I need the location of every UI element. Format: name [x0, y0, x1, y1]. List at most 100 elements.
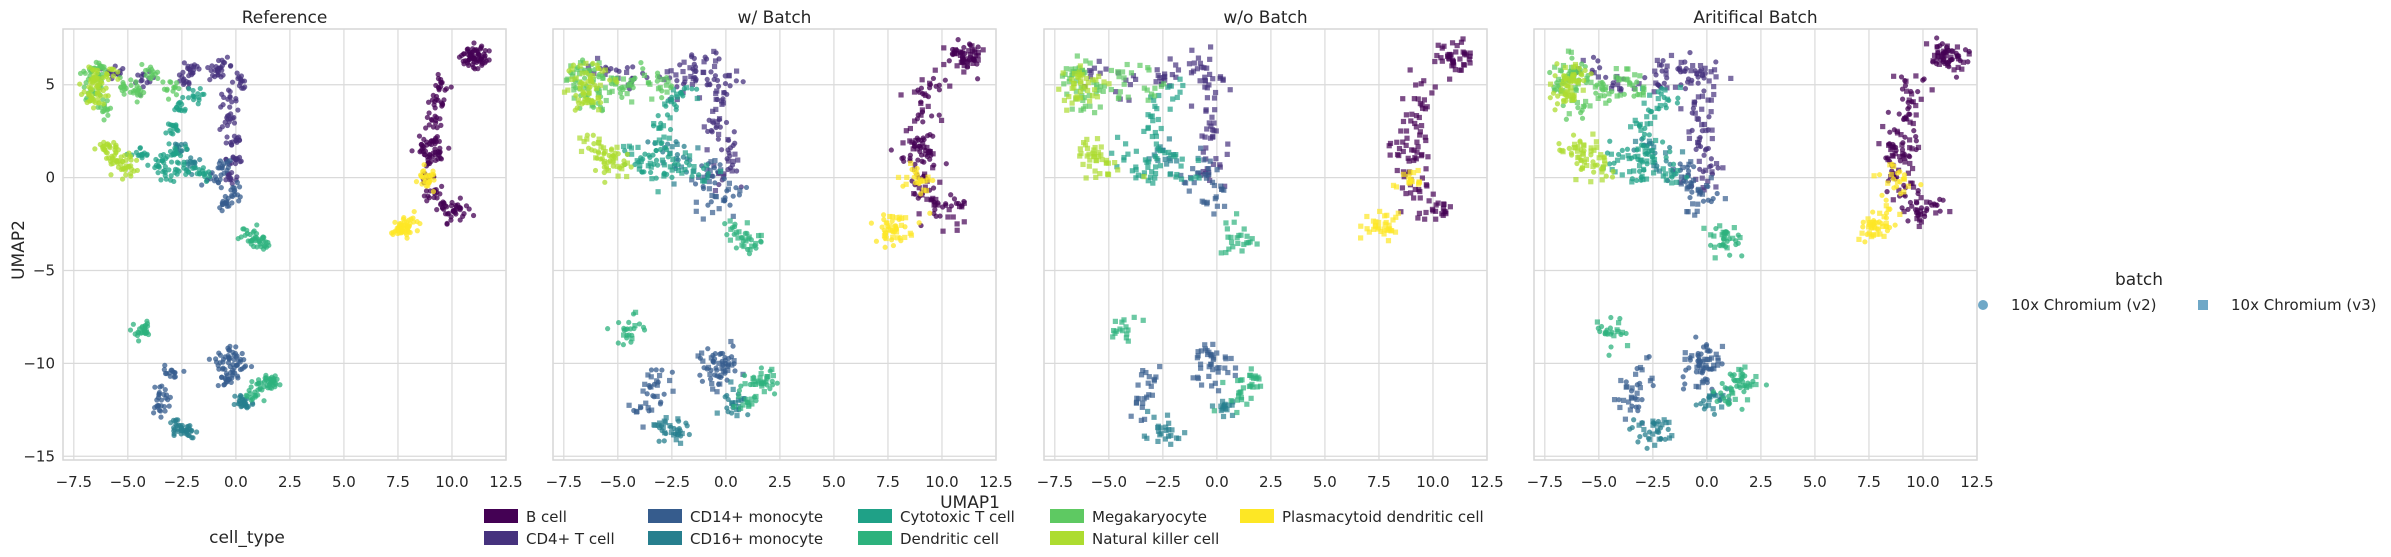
data-point	[681, 143, 687, 149]
data-point	[1651, 89, 1657, 95]
data-point	[1920, 77, 1926, 83]
data-point	[465, 46, 471, 52]
data-point	[1567, 77, 1573, 84]
data-point	[421, 136, 427, 143]
data-point	[1467, 53, 1473, 59]
data-point	[1570, 97, 1576, 103]
data-point	[263, 372, 269, 378]
data-point	[1080, 161, 1086, 168]
data-point	[1209, 403, 1216, 409]
data-point	[1198, 348, 1204, 354]
data-point	[1953, 74, 1960, 80]
data-point	[111, 139, 117, 146]
data-point	[628, 339, 634, 345]
data-point	[140, 84, 146, 90]
data-point	[1711, 233, 1717, 239]
data-point	[1662, 150, 1669, 156]
data-point	[1223, 249, 1229, 256]
data-point	[1156, 92, 1162, 99]
data-point	[919, 90, 926, 97]
data-point	[1239, 248, 1245, 254]
data-point	[587, 84, 593, 90]
data-point	[222, 354, 228, 360]
data-point	[946, 207, 952, 213]
data-point	[1675, 95, 1681, 101]
data-point	[916, 185, 922, 191]
data-point	[689, 86, 695, 92]
x-tick-label: 5.0	[1803, 473, 1827, 491]
data-point	[642, 381, 648, 387]
data-point	[1628, 124, 1634, 130]
data-point	[470, 212, 477, 219]
data-point	[267, 381, 273, 387]
data-point	[1669, 433, 1675, 439]
data-point	[234, 353, 240, 359]
data-point	[650, 123, 657, 129]
x-tick-label: 0.0	[714, 473, 738, 491]
data-point	[426, 110, 432, 116]
data-point	[743, 396, 749, 403]
data-point	[920, 119, 926, 125]
data-point	[160, 79, 166, 85]
data-point	[1712, 393, 1719, 399]
data-point	[1221, 403, 1227, 410]
data-point	[255, 381, 261, 387]
data-point	[593, 155, 599, 161]
data-point	[917, 149, 923, 155]
data-point	[1649, 148, 1656, 154]
data-point	[1703, 146, 1709, 152]
data-point	[1917, 208, 1924, 214]
data-point	[1085, 80, 1091, 86]
data-point	[1146, 374, 1152, 380]
data-point	[392, 219, 398, 225]
data-point	[1168, 83, 1174, 89]
data-point	[1403, 112, 1409, 118]
data-point	[1703, 167, 1709, 173]
data-point	[1713, 225, 1719, 232]
data-point	[219, 124, 226, 130]
data-point	[1578, 109, 1584, 116]
data-point	[1682, 381, 1688, 387]
y-tick-label: −5	[33, 262, 55, 280]
data-point	[712, 58, 719, 64]
data-point	[1087, 157, 1093, 163]
data-point	[654, 73, 661, 80]
data-point	[648, 164, 654, 170]
data-point	[1650, 382, 1656, 389]
data-point	[1661, 80, 1667, 86]
data-point	[1678, 59, 1684, 66]
data-point	[1722, 196, 1728, 202]
umap-panel: w/o Batch−7.5 −5.0 −2.5 0.0 2.5 5.0 7.5 10.0 12.…	[1037, 8, 1504, 491]
data-point	[1257, 383, 1264, 389]
data-point	[1226, 402, 1232, 408]
data-point	[1232, 372, 1238, 379]
data-point	[688, 73, 694, 80]
data-point	[1086, 92, 1092, 98]
data-point	[1081, 140, 1087, 146]
data-point	[1213, 156, 1219, 162]
data-point	[430, 124, 436, 130]
y-tick-label: 0	[45, 169, 55, 187]
data-point	[1634, 390, 1640, 396]
data-point	[1463, 52, 1469, 58]
data-point	[583, 60, 589, 66]
data-point	[1702, 70, 1708, 76]
data-point	[1583, 98, 1589, 105]
data-point	[1709, 366, 1715, 372]
data-point	[963, 56, 969, 62]
data-point	[1218, 183, 1224, 189]
data-point	[620, 143, 627, 150]
data-point	[632, 322, 638, 329]
data-point	[1704, 379, 1710, 386]
data-point	[725, 396, 731, 403]
data-point	[1150, 118, 1156, 124]
data-point	[914, 165, 920, 172]
data-point	[708, 159, 714, 165]
data-point	[1417, 129, 1423, 135]
data-point	[1720, 165, 1726, 171]
data-point	[1572, 63, 1579, 69]
data-point	[1643, 176, 1650, 182]
data-point	[1180, 82, 1186, 89]
data-point	[705, 202, 711, 208]
data-point	[1697, 62, 1704, 69]
